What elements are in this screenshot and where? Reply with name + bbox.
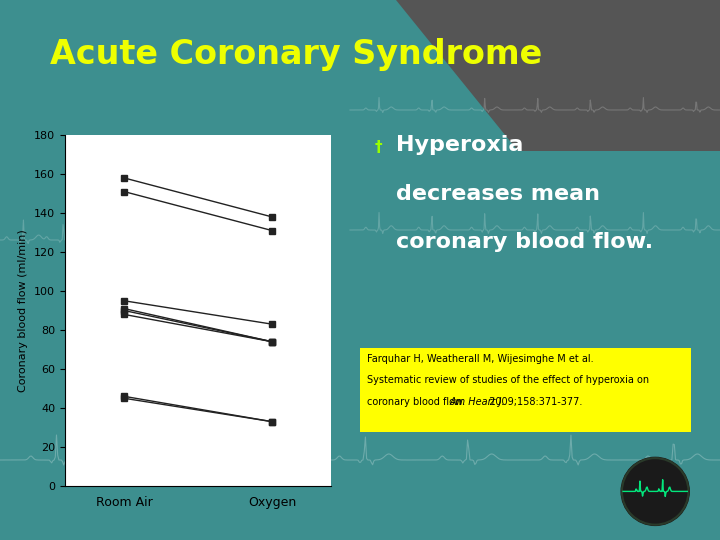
Text: Systematic review of studies of the effect of hyperoxia on: Systematic review of studies of the effe… (367, 375, 649, 386)
Text: Acute Coronary Syndrome: Acute Coronary Syndrome (50, 38, 543, 71)
Text: Farquhar H, Weatherall M, Wijesimghe M et al.: Farquhar H, Weatherall M, Wijesimghe M e… (367, 354, 594, 364)
Circle shape (621, 457, 689, 525)
Text: coronary blood flow.: coronary blood flow. (396, 232, 653, 252)
Text: †: † (374, 140, 382, 156)
Text: coronary blood flow.: coronary blood flow. (367, 397, 469, 407)
Text: Am Heart J.: Am Heart J. (450, 397, 505, 407)
Y-axis label: Coronary blood flow (ml/min): Coronary blood flow (ml/min) (19, 229, 28, 392)
Text: decreases mean: decreases mean (396, 184, 600, 204)
Text: Hyperoxia: Hyperoxia (396, 135, 523, 155)
Text: 2009;158:371-377.: 2009;158:371-377. (486, 397, 582, 407)
